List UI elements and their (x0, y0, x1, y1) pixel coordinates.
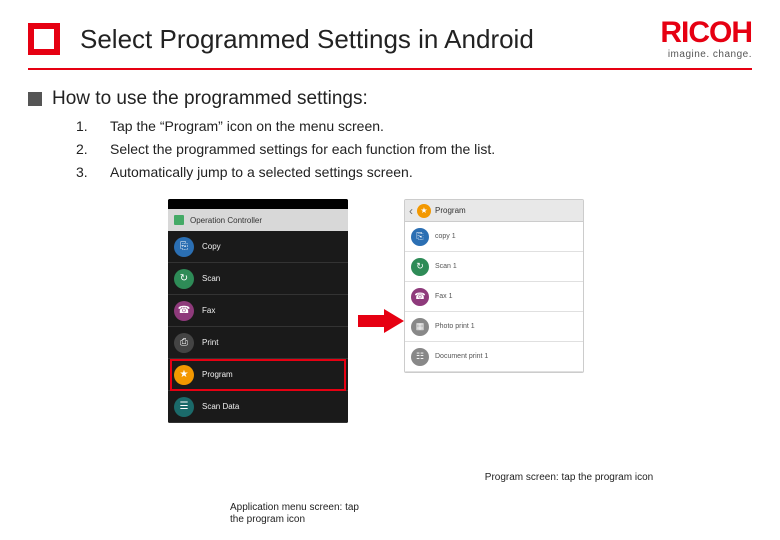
menu-item: ☎ Fax (168, 295, 348, 327)
step-text: Select the programmed settings for each … (110, 139, 752, 160)
program-item-label: Fax 1 (435, 293, 453, 300)
menu-item-icon: ★ (174, 365, 194, 385)
android-program-screenshot: ‹ ★ Program ⎘ copy 1 ↻ Scan 1 ☎ Fax 1 ▦ Photo p… (404, 199, 584, 373)
bullet-square-icon (28, 92, 42, 106)
step-number: 2. (76, 139, 110, 160)
steps-list: 1. Tap the “Program” icon on the menu sc… (76, 116, 752, 183)
program-item-label: Photo print 1 (435, 323, 475, 330)
program-item: ☎ Fax 1 (405, 282, 583, 312)
app-titlebar: Operation Controller (168, 209, 348, 231)
slide-header: Select Programmed Settings in Android RI… (0, 0, 780, 68)
caption-left: Application menu screen: tap the program… (230, 502, 360, 526)
star-icon: ★ (417, 204, 431, 218)
step-row: 2. Select the programmed settings for ea… (76, 139, 752, 160)
program-item-icon: ⎘ (411, 228, 429, 246)
android-menu-screenshot: Operation Controller ⎘ Copy ↻ Scan ☎ Fax ⎙ Prin… (168, 199, 348, 423)
menu-item-icon: ⎘ (174, 237, 194, 257)
program-header-label: Program (435, 206, 466, 215)
program-item-label: Document print 1 (435, 353, 488, 360)
status-bar (168, 199, 348, 209)
menu-item-label: Scan (202, 274, 220, 283)
step-row: 3. Automatically jump to a selected sett… (76, 162, 752, 183)
brand-tagline: imagine. change. (660, 50, 752, 60)
menu-item: ☰ Scan Data (168, 391, 348, 423)
subtitle-text: How to use the programmed settings: (52, 88, 368, 110)
arrow-icon (358, 309, 404, 333)
menu-item-icon: ☎ (174, 301, 194, 321)
program-item: ⎘ copy 1 (405, 222, 583, 252)
menu-item-label: Print (202, 338, 218, 347)
menu-item: ↻ Scan (168, 263, 348, 295)
step-row: 1. Tap the “Program” icon on the menu sc… (76, 116, 752, 137)
subheading: How to use the programmed settings: (28, 88, 752, 110)
menu-item-label: Fax (202, 306, 215, 315)
brand-logo: RICOH imagine. change. (660, 18, 752, 60)
step-text: Tap the “Program” icon on the menu scree… (110, 116, 752, 137)
menu-item-label: Scan Data (202, 402, 239, 411)
menu-list: ⎘ Copy ↻ Scan ☎ Fax ⎙ Print ★ Program ☰ Scan Data (168, 231, 348, 423)
program-item-label: copy 1 (435, 233, 456, 240)
app-title: Operation Controller (190, 216, 262, 225)
program-item-label: Scan 1 (435, 263, 457, 270)
step-number: 3. (76, 162, 110, 183)
step-text: Automatically jump to a selected setting… (110, 162, 752, 183)
program-item-icon: ☷ (411, 348, 429, 366)
back-icon: ‹ (409, 204, 413, 218)
menu-item-label: Copy (202, 242, 221, 251)
program-item: ↻ Scan 1 (405, 252, 583, 282)
program-item-icon: ▦ (411, 318, 429, 336)
content-area: How to use the programmed settings: 1. T… (0, 88, 780, 423)
screenshots-row: Operation Controller ⎘ Copy ↻ Scan ☎ Fax ⎙ Prin… (28, 199, 752, 423)
brand-name: RICOH (660, 18, 752, 48)
menu-item: ⎙ Print (168, 327, 348, 359)
header-divider (28, 68, 752, 70)
program-item-icon: ↻ (411, 258, 429, 276)
menu-item-icon: ↻ (174, 269, 194, 289)
title-bullet-icon (28, 23, 60, 55)
program-item: ▦ Photo print 1 (405, 312, 583, 342)
caption-right: Program screen: tap the program icon (469, 472, 669, 484)
menu-item-icon: ⎙ (174, 333, 194, 353)
step-number: 1. (76, 116, 110, 137)
slide-title: Select Programmed Settings in Android (80, 24, 660, 55)
menu-item: ⎘ Copy (168, 231, 348, 263)
program-item: ☷ Document print 1 (405, 342, 583, 372)
menu-item: ★ Program (168, 359, 348, 391)
menu-item-icon: ☰ (174, 397, 194, 417)
program-item-icon: ☎ (411, 288, 429, 306)
app-icon (172, 213, 186, 227)
program-list: ⎘ copy 1 ↻ Scan 1 ☎ Fax 1 ▦ Photo print 1 ☷ Docum… (405, 222, 583, 372)
program-header: ‹ ★ Program (405, 200, 583, 222)
menu-item-label: Program (202, 370, 233, 379)
